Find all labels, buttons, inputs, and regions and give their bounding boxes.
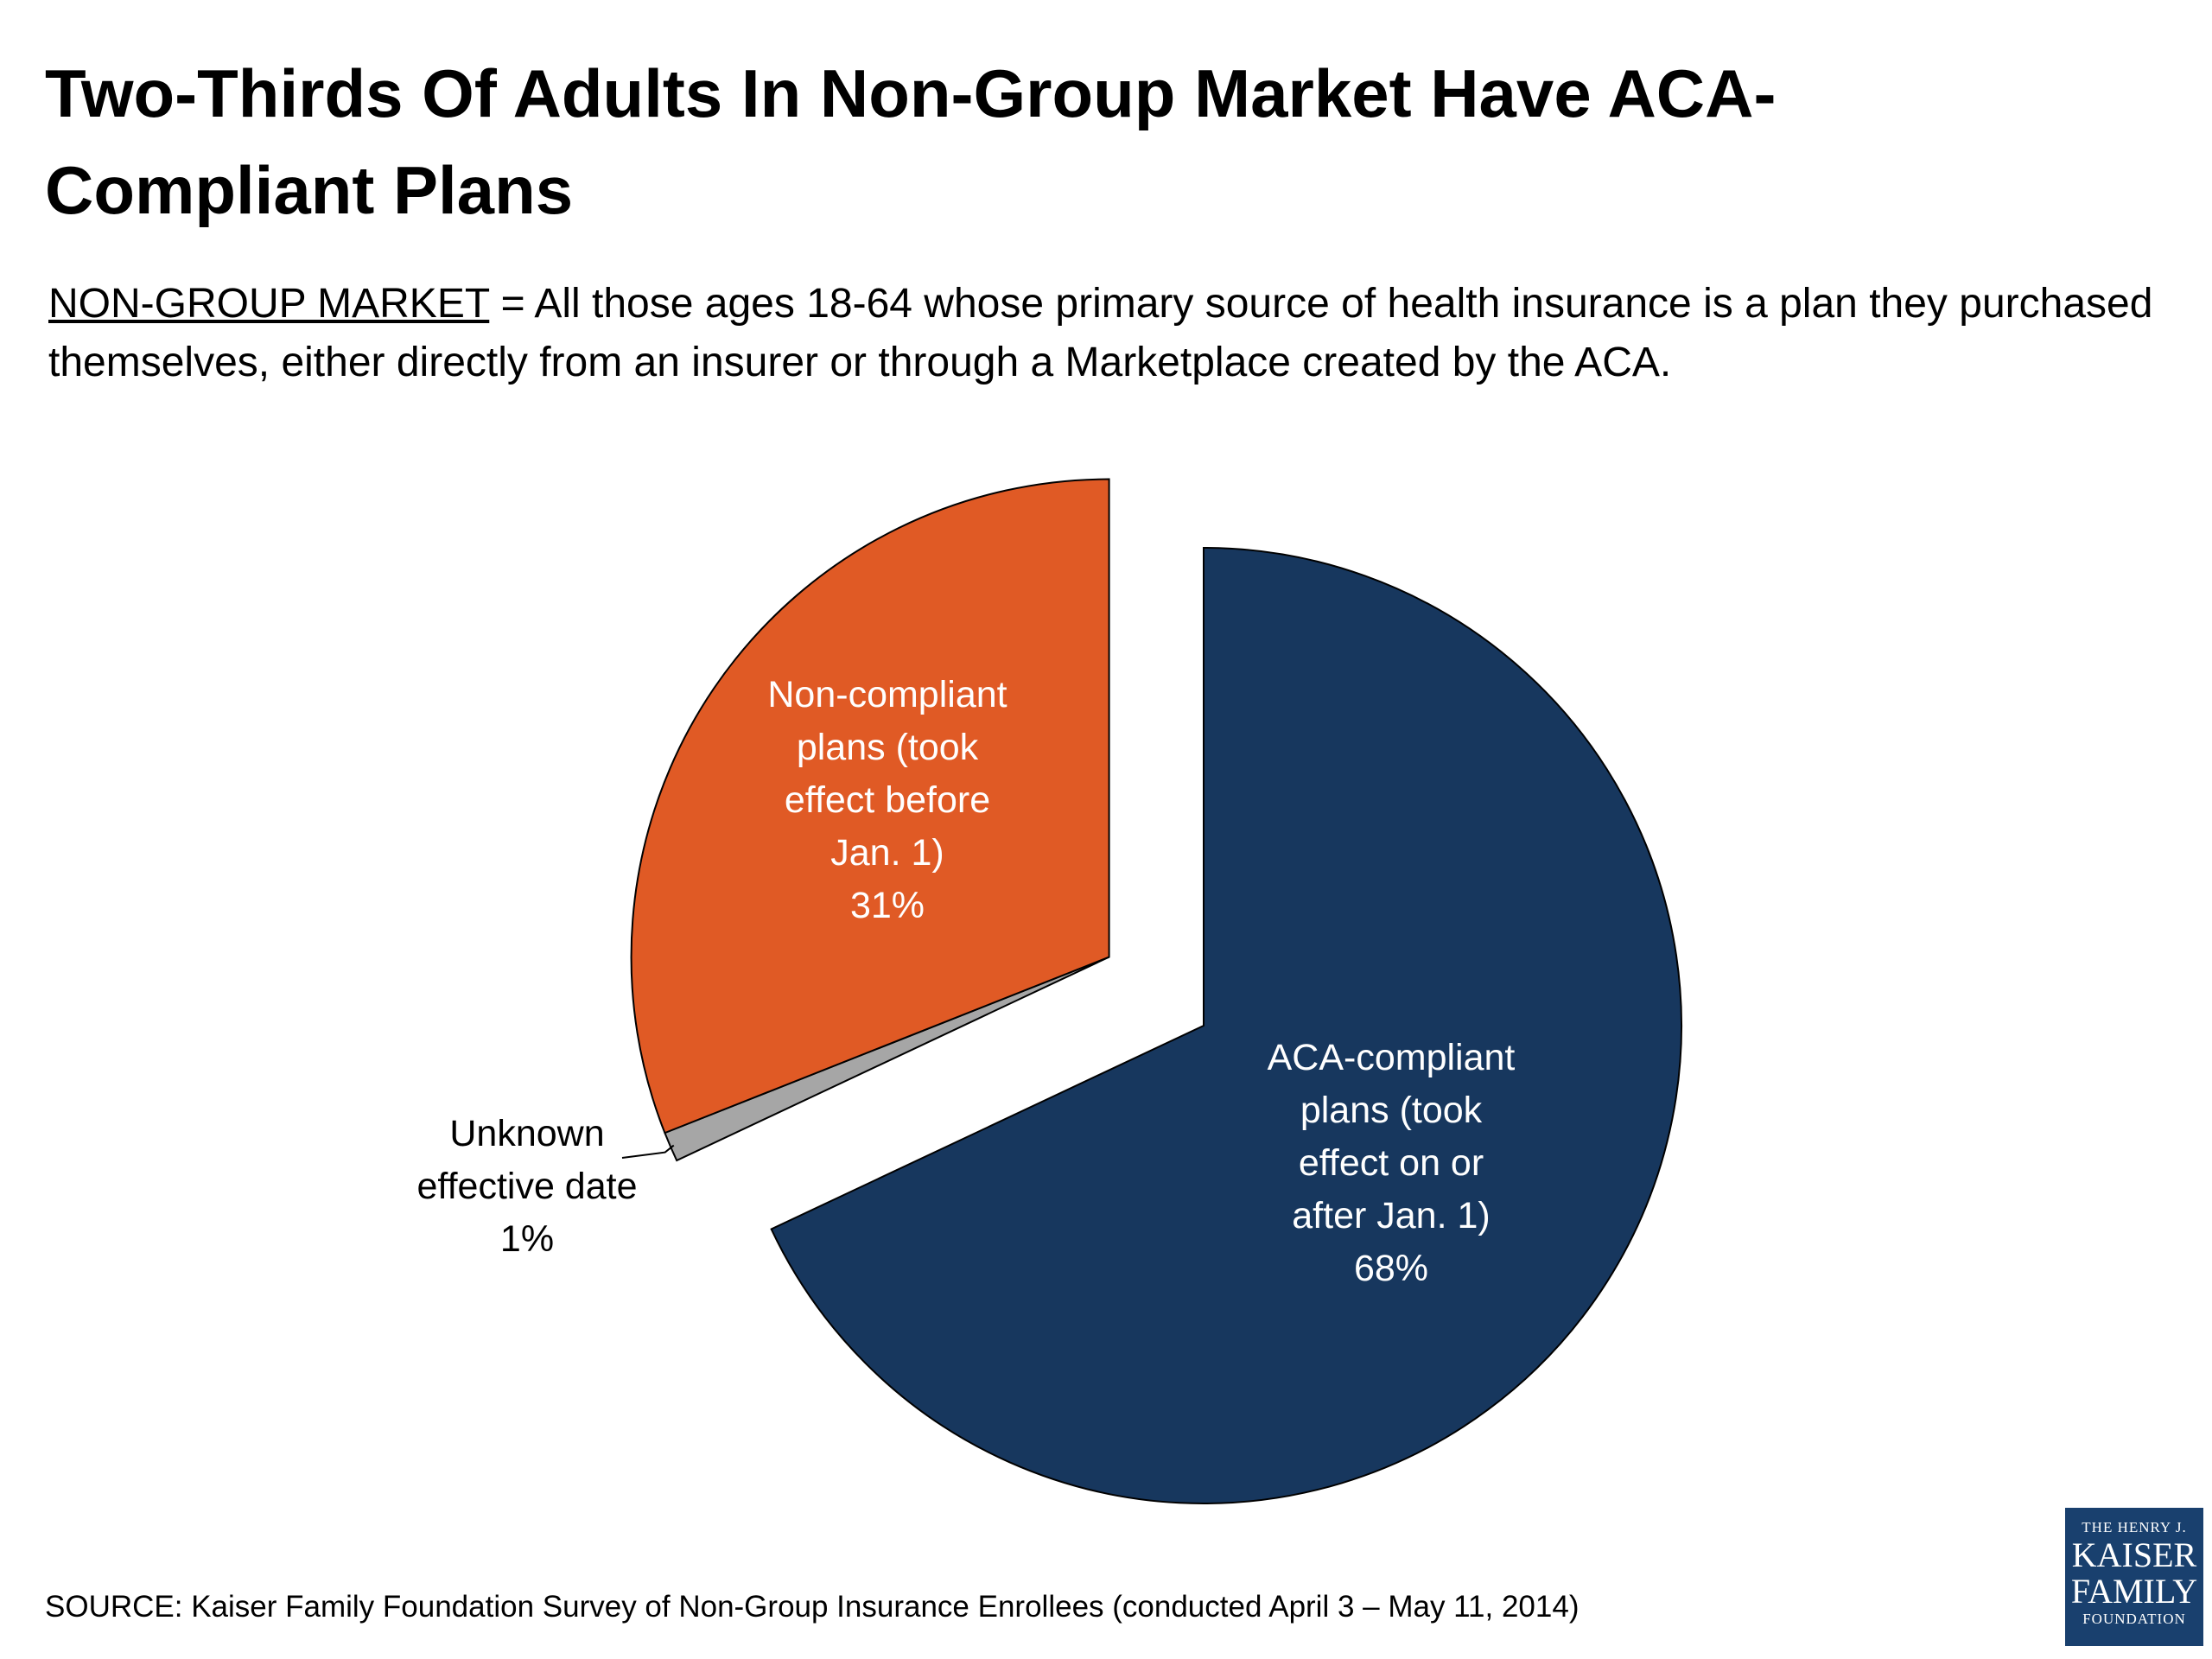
logo-line-3: FAMILY: [2070, 1572, 2198, 1611]
pie-slice-2: [630, 478, 1110, 1135]
market-definition: NON-GROUP MARKET = All those ages 18-64 …: [48, 275, 2174, 392]
logo-line-2: KAISER: [2071, 1535, 2197, 1574]
pie-label-2: Non-compliant plans (took effect before Jan…: [767, 674, 1007, 926]
page-title: Two-Thirds Of Adults In Non-Group Market…: [45, 55, 1777, 228]
logo-line-4: FOUNDATION: [2082, 1611, 2186, 1627]
definition-text: = All those ages 18-64 whose primary sou…: [48, 281, 2153, 385]
logo-line-1: THE HENRY J.: [2082, 1519, 2187, 1535]
pie-label-0: ACA-compliant plans (took effect on or afte…: [1268, 1037, 1516, 1289]
kff-logo: THE HENRY J. KAISER FAMILY FOUNDATION: [2065, 1508, 2203, 1646]
pie-slice-0: [770, 546, 1682, 1504]
source-note: SOURCE: Kaiser Family Foundation Survey …: [45, 1590, 1580, 1624]
pie-leader-line: [621, 1144, 675, 1159]
pie-label-1: Unknown effective date 1%: [417, 1113, 638, 1260]
definition-term: NON-GROUP MARKET: [48, 281, 490, 327]
